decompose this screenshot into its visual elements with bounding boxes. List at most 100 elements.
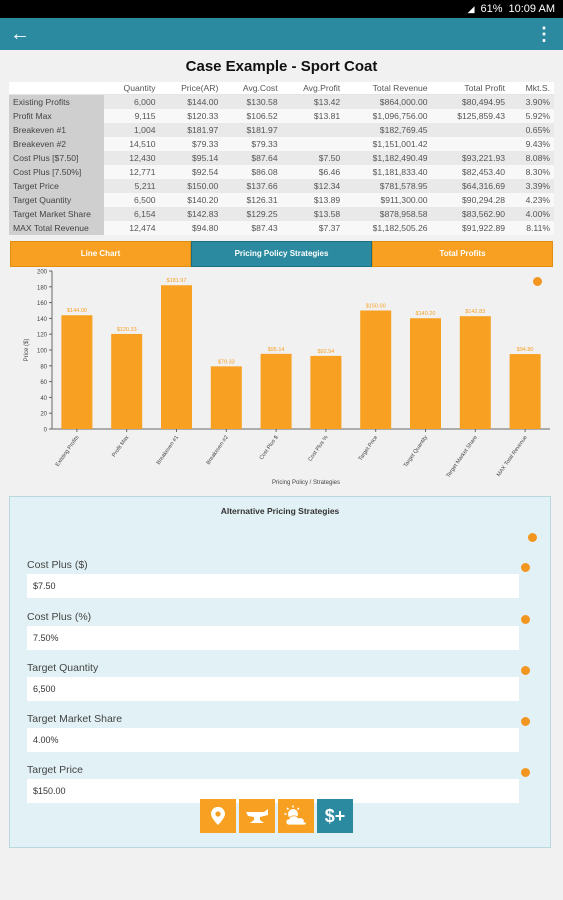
table-cell: $13.89 [281, 192, 345, 207]
table-cell: $106.52 [222, 108, 282, 123]
y-tick-label: 200 [37, 269, 48, 275]
table-cell: $79.33 [159, 136, 223, 151]
table-cell: $7.50 [281, 150, 345, 165]
dollar-plus-button[interactable]: $+ [317, 799, 353, 833]
cost-plus-dollar-input[interactable]: $7.50 [27, 574, 519, 598]
toolbar: $+ [200, 799, 353, 833]
cost-plus-dollar-dot[interactable] [521, 563, 530, 572]
column-header: Mkt.S. [509, 82, 554, 95]
x-tick-label: Breakeven #2 [206, 434, 230, 465]
column-header: Avg.Cost [222, 82, 282, 95]
table-cell: $82,453.40 [431, 164, 510, 179]
bar [161, 284, 192, 429]
table-cell [431, 122, 510, 137]
table-cell: $1,151,001.42 [344, 136, 432, 151]
data-label: $79.33 [218, 359, 235, 365]
table-cell: 12,771 [104, 164, 160, 179]
target-price-label: Target Price [27, 764, 84, 776]
table-cell: 1,004 [104, 122, 160, 137]
y-tick-label: 80 [40, 364, 47, 370]
column-header: Total Profit [431, 82, 510, 95]
cost-plus-dollar-field: Cost Plus ($) $7.50 [27, 559, 519, 598]
table-cell: $93,221.93 [431, 150, 510, 165]
column-header: Total Revenue [344, 82, 432, 95]
table-cell: $79.33 [222, 136, 282, 151]
table-cell: $13.42 [281, 94, 345, 109]
y-tick-label: 20 [40, 411, 47, 417]
table-cell: 4.23% [509, 192, 554, 207]
dollar-plus-icon: $+ [324, 805, 346, 826]
cost-plus-percent-input[interactable]: 7.50% [27, 626, 519, 650]
row-label: Target Market Share [9, 206, 104, 221]
tab-total-profits[interactable]: Total Profits [372, 240, 553, 267]
bar [459, 315, 491, 429]
target-quantity-label: Target Quantity [27, 662, 99, 674]
chart-menu-dot[interactable] [533, 276, 542, 286]
table-cell: $1,182,505.26 [344, 220, 432, 235]
table-cell: $182,769.45 [344, 122, 432, 137]
table-cell [281, 122, 345, 137]
arrow-left-icon[interactable]: ← [10, 23, 30, 45]
table-cell: 5.92% [509, 108, 554, 123]
location-pin-button[interactable] [200, 799, 236, 833]
target-price-dot[interactable] [521, 768, 530, 777]
tab-line-chart[interactable]: Line Chart [10, 240, 191, 267]
table-cell: $13.58 [281, 206, 345, 221]
anvil-button[interactable] [239, 799, 275, 833]
data-label: $95.14 [268, 346, 285, 352]
table-cell: $1,182,490.49 [344, 150, 432, 165]
tab-pricing-policy-strategies[interactable]: Pricing Policy Strategies [191, 240, 372, 267]
more-vert-icon[interactable]: ⋮ [535, 23, 553, 44]
table-cell: 6,000 [104, 94, 160, 109]
panel-dot[interactable] [528, 533, 537, 542]
row-label: MAX Total Revenue [9, 220, 104, 235]
table-cell: 8.30% [509, 164, 554, 179]
x-tick-label: Target Price [358, 434, 380, 461]
target-quantity-input[interactable]: 6,500 [27, 677, 519, 701]
column-header: Avg.Profit [281, 82, 345, 95]
table-cell: 3.90% [509, 94, 554, 109]
weather-button[interactable] [278, 799, 314, 833]
location-pin-icon [211, 807, 225, 825]
table-cell: 3.39% [509, 178, 554, 193]
table-row: Target Price 5,211 $150.00 $137.66 $12.34 $78… [9, 178, 554, 193]
status-bar: ◢ 61% 10:09 AM [0, 0, 563, 18]
bar [360, 310, 392, 429]
table-cell: $95.14 [159, 150, 223, 165]
column-header: Quantity [104, 82, 160, 95]
row-label: Cost Plus [7.50%] [9, 164, 104, 179]
table-cell: $878,958.58 [344, 206, 432, 221]
battery-level: 61% [480, 3, 503, 15]
bar-chart: 0 20 40 60 80 100 120 140 160 180 200 Price ($) $144… [0, 269, 563, 494]
table-cell: $83,562.90 [431, 206, 510, 221]
row-label: Target Price [9, 178, 104, 193]
row-label: Breakeven #2 [9, 136, 104, 151]
table-cell: $126.31 [222, 192, 282, 207]
table-cell: $130.58 [222, 94, 282, 109]
cost-plus-percent-dot[interactable] [521, 615, 530, 624]
target-market-share-input[interactable]: 4.00% [27, 728, 519, 752]
table-row: Existing Profits 6,000 $144.00 $130.58 $13.4… [9, 94, 554, 109]
table-cell: $64,316.69 [431, 178, 510, 193]
target-market-share-dot[interactable] [521, 717, 530, 726]
table-cell: $87.64 [222, 150, 282, 165]
table-cell: $1,181,833.40 [344, 164, 432, 179]
table-row: Target Quantity 6,500 $140.20 $126.31 $13.89… [9, 192, 554, 207]
table-cell: 5,211 [104, 178, 160, 193]
y-tick-label: 0 [44, 427, 48, 433]
table-cell: $142.83 [159, 206, 223, 221]
table-row: MAX Total Revenue 12,474 $94.80 $87.43 $7.37… [9, 220, 554, 235]
table-cell: 6,500 [104, 192, 160, 207]
bar [111, 333, 143, 429]
bar [410, 317, 441, 429]
chart-tabs: Line Chart Pricing Policy Strategies Tot… [10, 240, 553, 267]
cost-plus-dollar-label: Cost Plus ($) [27, 559, 88, 571]
table-cell: $87.43 [222, 220, 282, 235]
data-label: $150.00 [366, 303, 386, 309]
column-header: Price(AR) [159, 82, 223, 95]
data-label: $94.80 [517, 347, 534, 353]
table-cell: 0.65% [509, 122, 554, 137]
table-cell: $12.34 [281, 178, 345, 193]
row-label: Target Quantity [9, 192, 104, 207]
target-quantity-dot[interactable] [521, 666, 530, 675]
